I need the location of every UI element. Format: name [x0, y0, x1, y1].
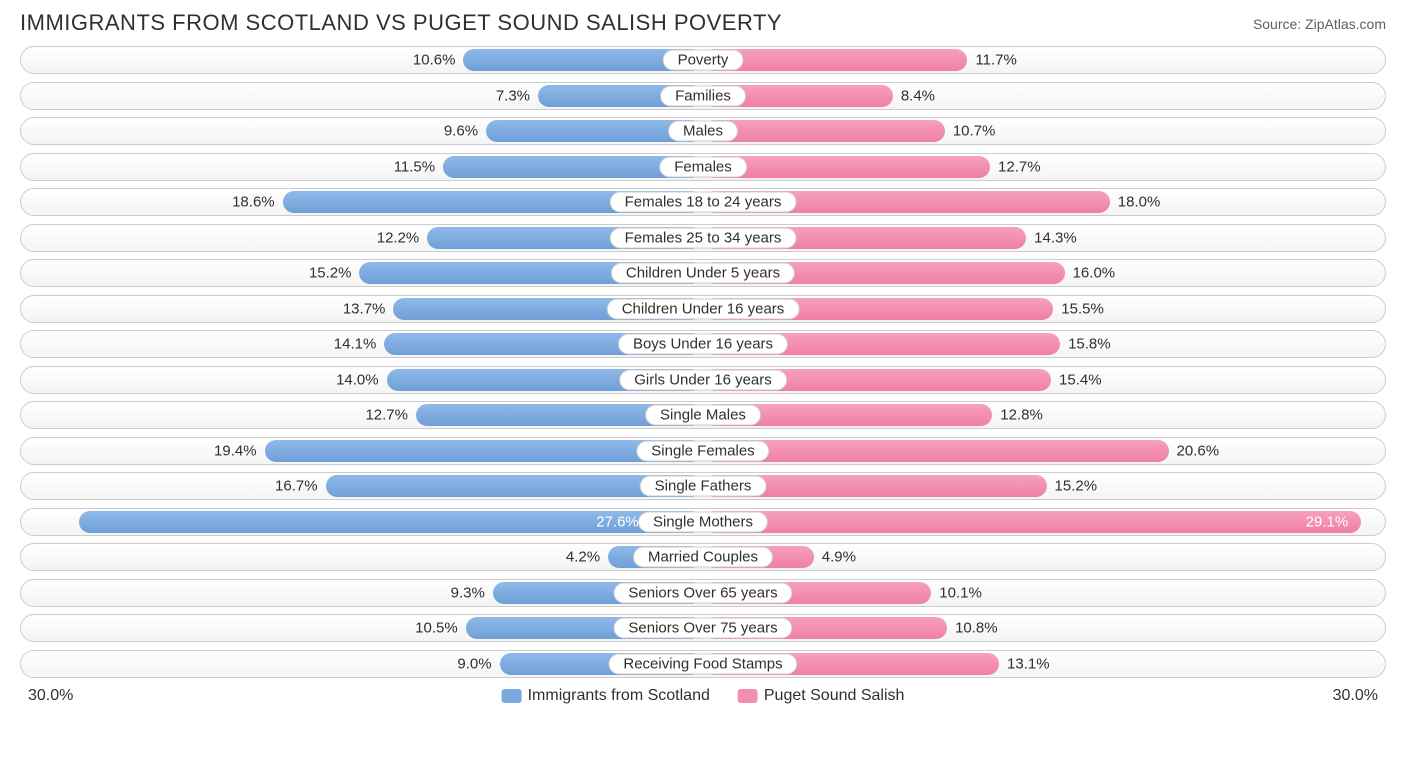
value-label-left: 9.3% — [451, 584, 485, 601]
chart-row: 27.6% 29.1% Single Mothers — [20, 508, 1386, 536]
category-label: Children Under 5 years — [611, 263, 795, 284]
chart-row: 4.2% 4.9% Married Couples — [20, 543, 1386, 571]
value-label-left: 11.5% — [394, 158, 435, 175]
chart-row: 11.5% 12.7% Females — [20, 153, 1386, 181]
value-label-right: 18.0% — [1118, 194, 1161, 211]
value-label-left: 13.7% — [343, 300, 386, 317]
value-label-right: 15.5% — [1061, 300, 1104, 317]
diverging-bar-chart: 10.6% 11.7% Poverty 7.3% 8.4% Families 9.6% 10.… — [0, 40, 1406, 678]
value-label-right: 15.2% — [1055, 478, 1098, 495]
value-label-left: 9.0% — [457, 655, 491, 672]
value-label-right: 12.7% — [998, 158, 1041, 175]
value-label-left: 16.7% — [275, 478, 318, 495]
category-label: Married Couples — [633, 547, 773, 568]
chart-row: 16.7% 15.2% Single Fathers — [20, 472, 1386, 500]
category-label: Single Fathers — [640, 476, 767, 497]
legend: Immigrants from Scotland Puget Sound Sal… — [502, 687, 905, 705]
category-label: Children Under 16 years — [607, 298, 800, 319]
value-label-left: 15.2% — [309, 265, 352, 282]
category-label: Females 25 to 34 years — [610, 227, 797, 248]
value-label-right: 13.1% — [1007, 655, 1050, 672]
category-label: Families — [660, 85, 746, 106]
chart-row: 10.5% 10.8% Seniors Over 75 years — [20, 614, 1386, 642]
value-label-right: 12.8% — [1000, 407, 1043, 424]
value-label-left: 9.6% — [444, 123, 478, 140]
legend-label-right: Puget Sound Salish — [764, 687, 905, 705]
value-label-left: 4.2% — [566, 549, 600, 566]
chart-row: 14.0% 15.4% Girls Under 16 years — [20, 366, 1386, 394]
chart-row: 7.3% 8.4% Families — [20, 82, 1386, 110]
bar-right — [703, 511, 1361, 533]
value-label-left: 12.2% — [377, 229, 420, 246]
bar-right — [703, 120, 945, 142]
value-label-right: 16.0% — [1073, 265, 1116, 282]
value-label-right: 10.7% — [953, 123, 996, 140]
value-label-left: 19.4% — [214, 442, 257, 459]
category-label: Females — [659, 156, 747, 177]
value-label-right: 20.6% — [1177, 442, 1220, 459]
value-label-right: 15.8% — [1068, 336, 1111, 353]
category-label: Seniors Over 65 years — [613, 582, 792, 603]
value-label-right: 4.9% — [822, 549, 856, 566]
chart-row: 10.6% 11.7% Poverty — [20, 46, 1386, 74]
axis-max-left: 30.0% — [28, 687, 73, 705]
category-label: Poverty — [663, 50, 744, 71]
value-label-left: 14.1% — [334, 336, 377, 353]
chart-row: 14.1% 15.8% Boys Under 16 years — [20, 330, 1386, 358]
legend-item-left: Immigrants from Scotland — [502, 687, 710, 705]
chart-row: 12.7% 12.8% Single Males — [20, 401, 1386, 429]
chart-title: IMMIGRANTS FROM SCOTLAND VS PUGET SOUND … — [20, 10, 782, 36]
value-label-left: 27.6% — [596, 513, 639, 530]
value-label-left: 14.0% — [336, 371, 379, 388]
source-label: Source: — [1253, 16, 1305, 32]
category-label: Females 18 to 24 years — [610, 192, 797, 213]
chart-row: 13.7% 15.5% Children Under 16 years — [20, 295, 1386, 323]
chart-row: 9.6% 10.7% Males — [20, 117, 1386, 145]
category-label: Seniors Over 75 years — [613, 618, 792, 639]
chart-row: 9.0% 13.1% Receiving Food Stamps — [20, 650, 1386, 678]
value-label-left: 10.6% — [413, 52, 456, 69]
chart-row: 9.3% 10.1% Seniors Over 65 years — [20, 579, 1386, 607]
value-label-right: 10.8% — [955, 620, 998, 637]
category-label: Single Mothers — [638, 511, 768, 532]
chart-row: 19.4% 20.6% Single Females — [20, 437, 1386, 465]
bar-right — [703, 440, 1169, 462]
value-label-right: 14.3% — [1034, 229, 1077, 246]
category-label: Single Females — [636, 440, 769, 461]
value-label-left: 10.5% — [415, 620, 458, 637]
chart-header: IMMIGRANTS FROM SCOTLAND VS PUGET SOUND … — [0, 0, 1406, 40]
chart-footer: 30.0% Immigrants from Scotland Puget Sou… — [0, 685, 1406, 715]
category-label: Girls Under 16 years — [619, 369, 787, 390]
value-label-left: 12.7% — [365, 407, 408, 424]
source-attribution: Source: ZipAtlas.com — [1253, 10, 1386, 32]
category-label: Single Males — [645, 405, 761, 426]
value-label-left: 18.6% — [232, 194, 275, 211]
value-label-right: 11.7% — [975, 52, 1016, 69]
category-label: Males — [668, 121, 738, 142]
legend-label-left: Immigrants from Scotland — [528, 687, 710, 705]
value-label-right: 10.1% — [939, 584, 982, 601]
axis-max-right: 30.0% — [1333, 687, 1378, 705]
legend-swatch-right — [738, 689, 758, 703]
source-name: ZipAtlas.com — [1305, 16, 1386, 32]
legend-swatch-left — [502, 689, 522, 703]
value-label-right: 8.4% — [901, 87, 935, 104]
value-label-left: 7.3% — [496, 87, 530, 104]
category-label: Boys Under 16 years — [618, 334, 788, 355]
chart-row: 15.2% 16.0% Children Under 5 years — [20, 259, 1386, 287]
legend-item-right: Puget Sound Salish — [738, 687, 905, 705]
value-label-right: 15.4% — [1059, 371, 1102, 388]
category-label: Receiving Food Stamps — [608, 653, 797, 674]
value-label-right: 29.1% — [1306, 513, 1349, 530]
chart-row: 12.2% 14.3% Females 25 to 34 years — [20, 224, 1386, 252]
chart-row: 18.6% 18.0% Females 18 to 24 years — [20, 188, 1386, 216]
